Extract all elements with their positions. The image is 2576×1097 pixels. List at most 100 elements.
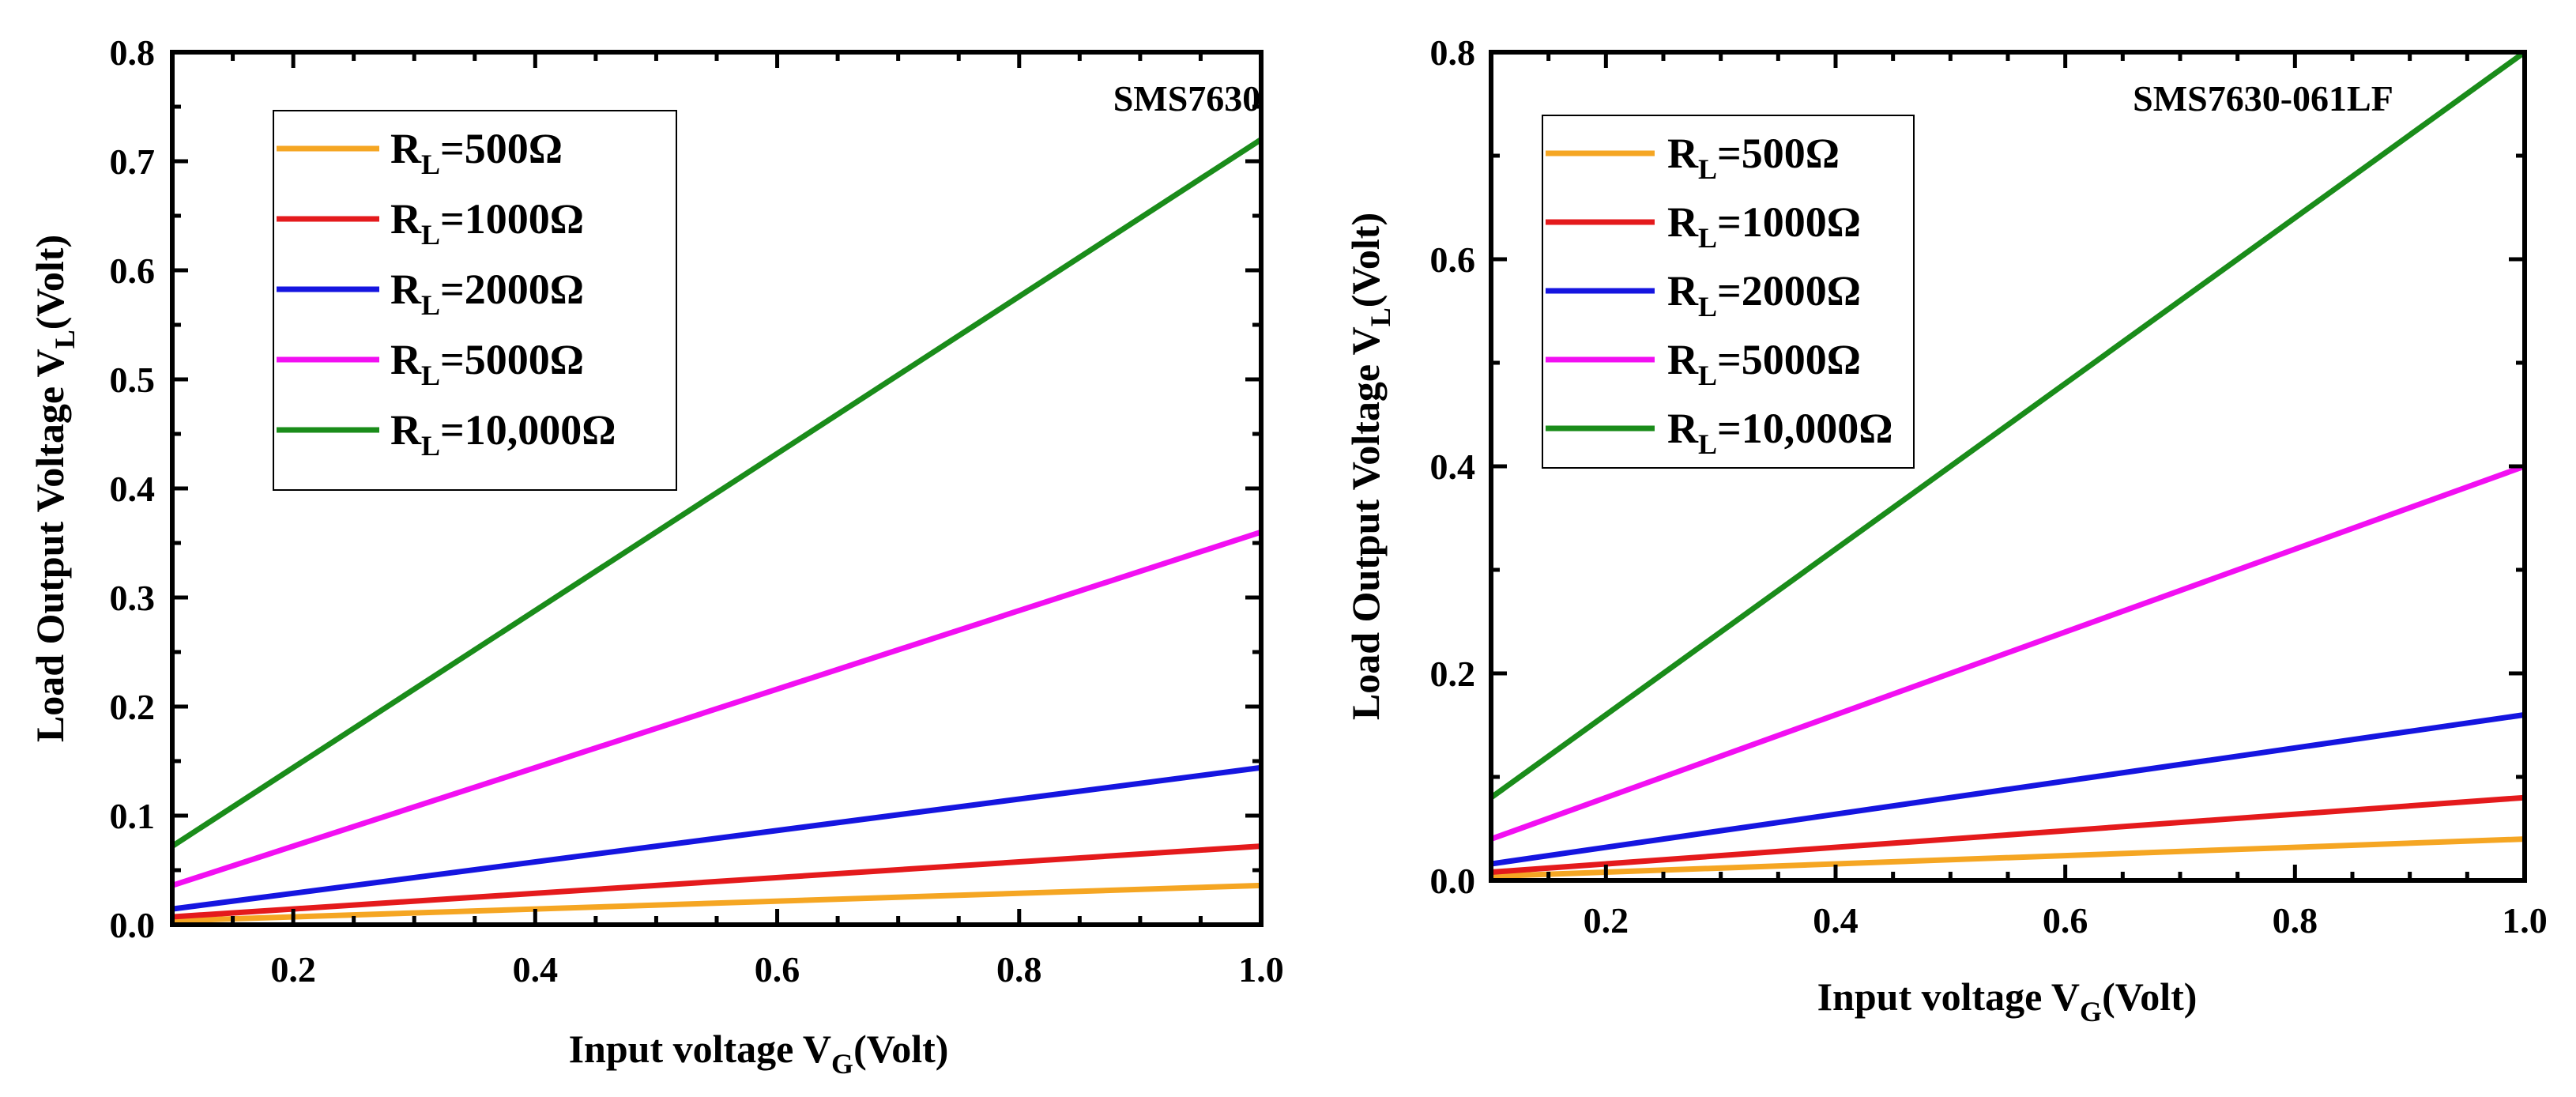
series-line-3 [171,764,1262,912]
legend-label-rest: =1000Ω [440,195,584,243]
chart-panel-2: 0.2 0.4 0.6 0.8 1.0 0.0 0.2 0.4 0.6 0.8 SMS7630-06… [1343,32,2548,1027]
x-axis-label-main: Input voltage V [1817,974,2080,1019]
legend-label-rest: =500Ω [1717,130,1840,177]
x-tick-label: 0.2 [1584,900,1629,941]
series-line-5 [171,137,1263,849]
legend-label-rest: =1000Ω [1717,198,1861,246]
y-axis-label-sub: L [49,330,81,349]
x-tick-label: 0.6 [755,949,800,990]
legend-label-3: RL=2000Ω [1667,267,1861,322]
legend-label-main: R [390,195,422,243]
legend-label-rest: =5000Ω [440,336,584,383]
legend-box [273,110,677,491]
series-line-2 [171,843,1262,920]
y-tick-label: 0.4 [110,469,156,509]
x-axis-ticks [170,52,1264,925]
y-tick-label: 0.2 [110,687,156,727]
legend-label-rest: =500Ω [440,125,563,172]
series-line-1 [1490,836,2525,880]
y-axis-label-unit: (Volt) [1343,213,1388,307]
legend-label-sub: L [1698,222,1717,254]
legend-label-main: R [390,406,422,454]
series-line-3 [1490,711,2525,867]
y-tick-label: 0.4 [1430,447,1476,487]
legend-label-2: RL=1000Ω [390,195,584,251]
legend-label-main: R [390,266,422,313]
legend-label-sub: L [421,219,440,251]
legend-label-rest: =2000Ω [440,266,584,313]
y-tick-label: 0.1 [110,796,156,836]
legend: RL=500ΩRL=1000ΩRL=2000ΩRL=5000ΩRL=10,000… [1542,115,1915,469]
series-line-4 [1489,463,2526,842]
y-axis-label: Load Output Voltage VL(Volt) [28,235,81,742]
y-tick-label: 0.8 [110,32,156,73]
x-axis-label-sub: G [831,1048,853,1080]
x-tick-label: 0.2 [270,949,316,990]
legend-label-main: R [1667,267,1699,315]
y-axis-label-unit: (Volt) [28,235,72,330]
legend-label-sub: L [421,149,440,180]
y-tick-label: 0.3 [110,578,156,618]
x-tick-label: 1.0 [2502,900,2548,941]
legend-label-1: RL=500Ω [1667,130,1840,185]
legend-label-main: R [1667,405,1699,452]
y-tick-label: 0.0 [1430,861,1476,901]
y-tick-label: 0.8 [1430,32,1476,73]
x-tick-label: 0.8 [996,949,1042,990]
legend-label-sub: L [1698,360,1717,391]
x-axis-ticks [1489,52,2527,880]
legend-label-4: RL=5000Ω [390,336,584,391]
x-axis-label: Input voltage VG(Volt) [1817,974,2198,1027]
series-line-1 [171,882,1262,924]
x-tick-label: 1.0 [1238,949,1284,990]
legend-label-rest: =5000Ω [1717,336,1861,383]
y-tick-label: 0.5 [110,360,156,400]
series-line-5 [1489,50,2527,801]
y-tick-label: 0.0 [110,905,156,945]
legend-label-main: R [390,336,422,383]
legend-label-1: RL=500Ω [390,125,563,180]
x-axis-label-unit: (Volt) [2102,974,2197,1019]
legend-label-sub: L [421,289,440,321]
x-axis-label-unit: (Volt) [853,1027,948,1071]
x-axis-label: Input voltage VG(Volt) [569,1027,949,1080]
legend-label-sub: L [1698,428,1717,460]
y-axis-label-main: Load Output Voltage V [1343,326,1388,720]
y-axis-ticks [172,50,1261,927]
x-tick-label: 0.6 [2043,900,2088,941]
y-axis-label-main: Load Output Voltage V [28,349,72,742]
x-axis-label-main: Input voltage V [569,1027,831,1071]
y-axis-label: Load Output Voltage VL(Volt) [1343,213,1396,720]
legend-label-rest: =10,000Ω [1717,405,1893,452]
y-tick-label: 0.7 [110,141,156,182]
legend-label-sub: L [421,360,440,391]
legend-label-main: R [1667,336,1699,383]
series-line-4 [171,529,1263,888]
legend-label-sub: L [1698,153,1717,185]
legend-label-5: RL=10,000Ω [390,406,616,462]
legend-label-main: R [390,125,422,172]
y-tick-label: 0.6 [1430,239,1476,280]
legend-label-5: RL=10,000Ω [1667,405,1893,460]
legend-label-sub: L [421,430,440,462]
chart-title: SMS7630-061LF [2133,78,2393,119]
series-line-2 [1490,794,2525,876]
legend-label-3: RL=2000Ω [390,266,584,321]
legend-label-main: R [1667,130,1699,177]
legend-label-sub: L [1698,291,1717,322]
y-axis-ticks [1491,50,2525,883]
legend-label-4: RL=5000Ω [1667,336,1861,391]
chart-title: SMS7630 [1113,78,1261,119]
x-tick-label: 0.4 [513,949,559,990]
y-tick-label: 0.6 [110,251,156,291]
legend: RL=500ΩRL=1000ΩRL=2000ΩRL=5000ΩRL=10,000… [273,110,677,491]
chart-panel-1: 0.2 0.4 0.6 0.8 1.0 0.0 0.1 0.2 0.3 0.4 0.5 0.6 0.7 0… [28,32,1284,1080]
legend-label-main: R [1667,198,1699,246]
y-axis-label-sub: L [1365,307,1396,326]
legend-label-rest: =10,000Ω [440,406,616,454]
legend-label-rest: =2000Ω [1717,267,1861,315]
x-axis-label-sub: G [2080,996,2102,1027]
y-tick-label: 0.2 [1430,654,1476,694]
x-tick-label: 0.4 [1813,900,1859,941]
